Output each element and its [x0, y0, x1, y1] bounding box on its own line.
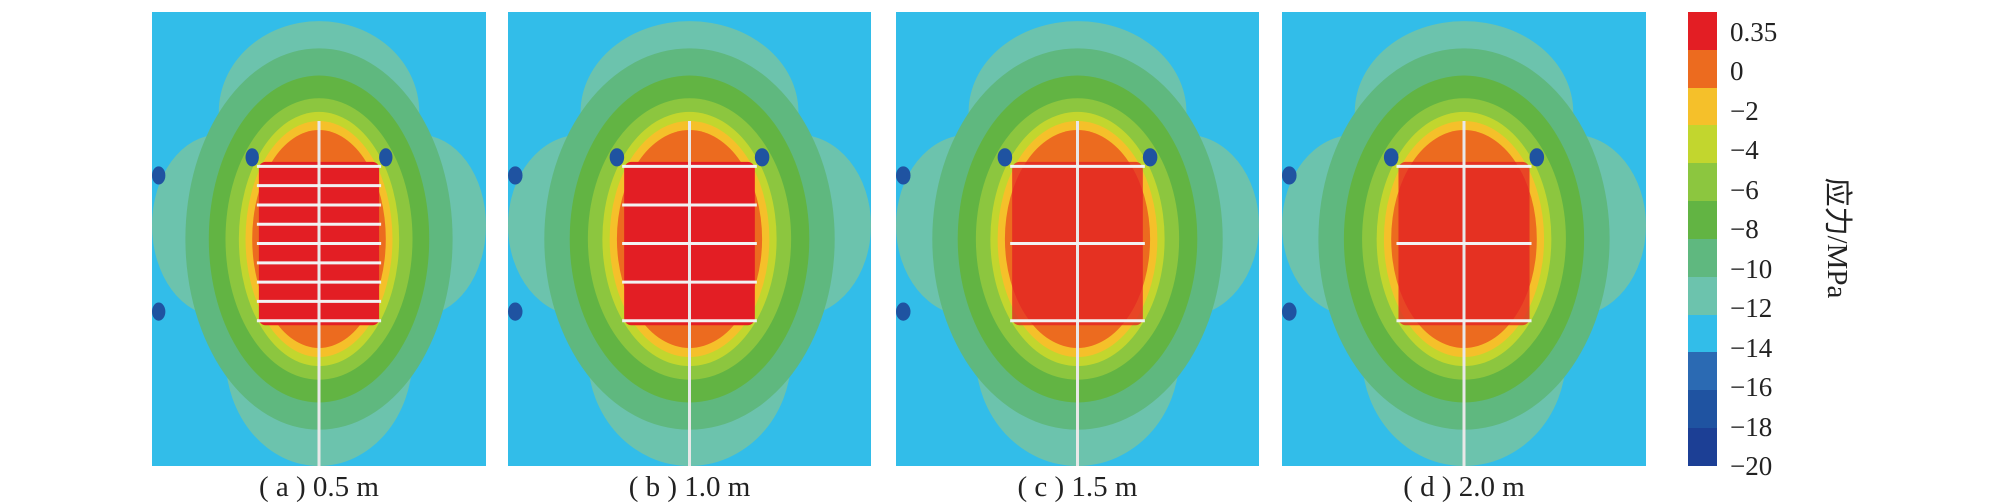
- legend-swatch: [1688, 238, 1717, 277]
- caption-a: ( a ) 0.5 m: [259, 471, 379, 503]
- legend-swatch: [1688, 352, 1717, 391]
- legend-swatch: [1688, 163, 1717, 202]
- contour-plot: [152, 12, 486, 466]
- caption-d: ( d ) 2.0 m: [1403, 471, 1525, 503]
- compression-spot: [152, 302, 166, 321]
- contour-plot: [508, 12, 871, 466]
- legend-swatch: [1688, 276, 1717, 315]
- compression-spot: [508, 302, 523, 321]
- legend-swatch: [1688, 49, 1717, 88]
- compression-spot: [508, 166, 523, 185]
- compression-spot: [245, 148, 259, 167]
- legend-tick-label: −12: [1730, 293, 1773, 324]
- compression-spot: [1529, 148, 1545, 167]
- legend-tick-label: −20: [1730, 451, 1773, 482]
- legend-swatch: [1688, 314, 1717, 353]
- contour-panel-a: [152, 12, 486, 466]
- legend-swatch: [1688, 390, 1717, 429]
- contour-panel-b: [508, 12, 871, 466]
- compression-spot: [1383, 148, 1399, 167]
- contour-panel-d: [1282, 12, 1646, 466]
- contour-plot: [1282, 12, 1646, 466]
- contour-plot: [896, 12, 1259, 466]
- legend-swatch: [1688, 201, 1717, 239]
- legend-swatch: [1688, 12, 1717, 50]
- legend-tick-label: −6: [1730, 174, 1759, 205]
- legend-tick-label: −2: [1730, 95, 1759, 126]
- compression-spot: [754, 148, 770, 167]
- compression-spot: [379, 148, 393, 167]
- legend-tick-label: −16: [1730, 372, 1773, 403]
- compression-spot: [896, 302, 911, 321]
- legend-swatch: [1688, 125, 1717, 164]
- legend-swatch: [1688, 428, 1717, 466]
- legend-tick-label: 0.35: [1730, 17, 1778, 47]
- caption-c: ( c ) 1.5 m: [1017, 471, 1138, 503]
- legend-title: 应力/MPa: [1821, 177, 1853, 299]
- legend-tick-label: −14: [1730, 332, 1773, 363]
- compression-spot: [609, 148, 625, 167]
- compression-spot: [896, 166, 911, 185]
- legend-colorbar: [1688, 12, 1717, 466]
- legend-tick-label: −10: [1730, 253, 1773, 284]
- compression-spot: [1282, 302, 1297, 321]
- legend-tick-label: 0: [1730, 56, 1744, 87]
- legend-tick-label: −8: [1730, 214, 1759, 245]
- caption-b: ( b ) 1.0 m: [628, 471, 751, 503]
- legend-swatch: [1688, 87, 1717, 126]
- compression-spot: [1142, 148, 1158, 167]
- compression-spot: [1282, 166, 1297, 185]
- compression-spot: [997, 148, 1013, 167]
- legend-tick-label: −4: [1730, 135, 1759, 166]
- contour-panel-c: [896, 12, 1259, 466]
- compression-spot: [152, 166, 166, 185]
- legend-tick-label: −18: [1730, 411, 1773, 442]
